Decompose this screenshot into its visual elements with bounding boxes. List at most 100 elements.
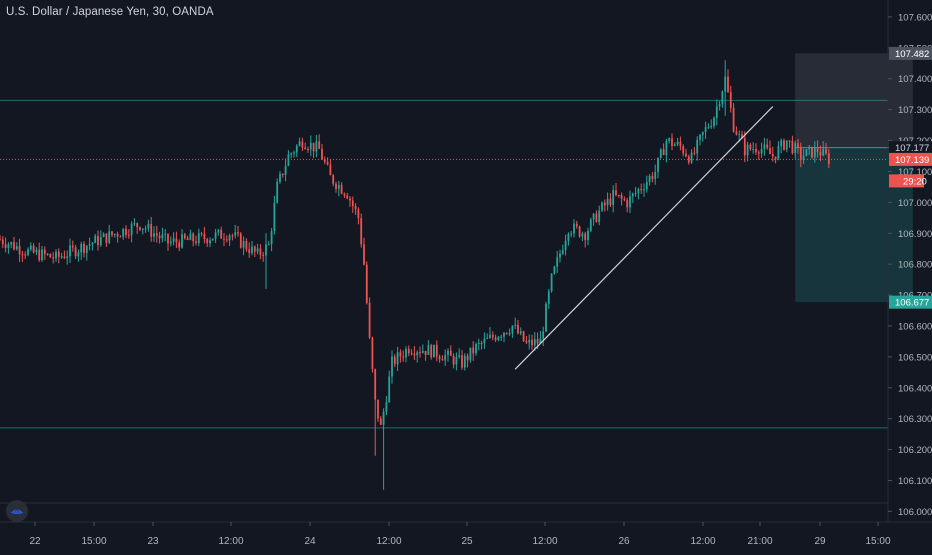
x-tick-label: 29 [814, 536, 826, 547]
candle-body [371, 337, 374, 370]
candle-body [752, 149, 755, 151]
candle-body [108, 231, 111, 243]
candle-body [536, 339, 539, 344]
candle-body [368, 302, 371, 338]
candle-body [304, 147, 307, 149]
trendline[interactable] [514, 106, 774, 370]
candle-body [780, 140, 783, 147]
entry-price-label-bg [889, 141, 932, 155]
candle-body [601, 202, 603, 211]
candle-body [682, 146, 685, 154]
candle-body [301, 141, 304, 148]
candle-body [609, 198, 612, 205]
candle-body [559, 253, 561, 258]
candle-body [805, 149, 808, 156]
candle-body [10, 242, 13, 245]
candle-body [1, 239, 4, 245]
candle-body [662, 149, 665, 156]
candle-body [234, 232, 237, 236]
candle-body [136, 223, 139, 228]
candle-body [623, 198, 626, 201]
candle-body [410, 353, 413, 355]
candle-body [617, 194, 620, 196]
candle-body [486, 337, 489, 339]
candle-body [819, 151, 822, 156]
candle-body [130, 223, 133, 236]
stop-price-label: 107.482 [895, 49, 929, 60]
candle-body [290, 153, 293, 155]
candle-body [631, 193, 634, 197]
candle-body [738, 134, 741, 136]
candle-body [214, 232, 217, 239]
candle-body [284, 165, 287, 176]
candle-body [231, 235, 234, 237]
tradingview-logo-icon[interactable] [6, 500, 28, 522]
candle-body [63, 256, 66, 259]
candle-body [41, 249, 43, 261]
candle-body [757, 152, 760, 154]
candle-body [200, 233, 203, 235]
y-tick-label: 107.100 [898, 167, 932, 178]
candle-body [374, 369, 377, 400]
y-tick-label: 106.300 [898, 414, 932, 425]
countdown-bg [889, 174, 924, 188]
candle-body [578, 226, 581, 237]
candle-body [634, 193, 637, 195]
candle-body [615, 190, 617, 195]
candle-body [88, 244, 91, 246]
candle-body [668, 138, 671, 141]
candle-body [343, 193, 346, 196]
candle-body [15, 246, 18, 250]
candle-body [99, 237, 102, 246]
candle-body [673, 144, 676, 146]
candle-body [251, 246, 253, 254]
candle-body [606, 198, 609, 206]
candle-body [318, 141, 321, 149]
candle-body [573, 223, 575, 234]
candle-body [393, 356, 396, 365]
candle-body [211, 238, 214, 241]
candle-body [391, 356, 393, 377]
candle-body [7, 244, 10, 248]
candle-body [407, 348, 410, 354]
candle-body [788, 140, 791, 142]
candle-body [791, 140, 794, 154]
candle-body [715, 106, 718, 118]
candle-body [357, 209, 360, 219]
candle-body [435, 344, 438, 357]
candle-body [321, 148, 323, 160]
candle-body [402, 356, 405, 358]
candle-body [4, 244, 7, 248]
x-tick-label: 12:00 [690, 536, 715, 547]
candle-body [74, 247, 77, 257]
candle-body [312, 142, 315, 152]
candle-body [365, 264, 368, 303]
candle-body [223, 238, 225, 240]
candle-body [685, 153, 687, 157]
candle-body [794, 143, 797, 154]
candle-body [248, 249, 251, 254]
candle-body [525, 341, 528, 343]
candle-body [766, 144, 769, 149]
candle-body [808, 146, 811, 150]
symbol-title[interactable]: U.S. Dollar / Japanese Yen, 30, OANDA [6, 6, 214, 18]
candle-body [220, 229, 223, 239]
position-risk-zone[interactable] [795, 53, 913, 148]
candle-body [29, 245, 32, 250]
candle-body [508, 333, 511, 335]
candle-body [665, 140, 668, 156]
candle-body [150, 223, 153, 237]
position-reward-zone[interactable] [795, 147, 913, 303]
candle-body [153, 233, 155, 237]
candle-body [449, 350, 452, 356]
candle-body [133, 223, 136, 225]
candle-body [419, 352, 421, 354]
y-tick-label: 106.400 [898, 383, 932, 394]
candle-body [351, 200, 354, 206]
candle-body [399, 352, 402, 357]
candle-body [699, 134, 701, 140]
y-tick-label: 106.800 [898, 260, 932, 271]
candle-body [242, 240, 245, 248]
